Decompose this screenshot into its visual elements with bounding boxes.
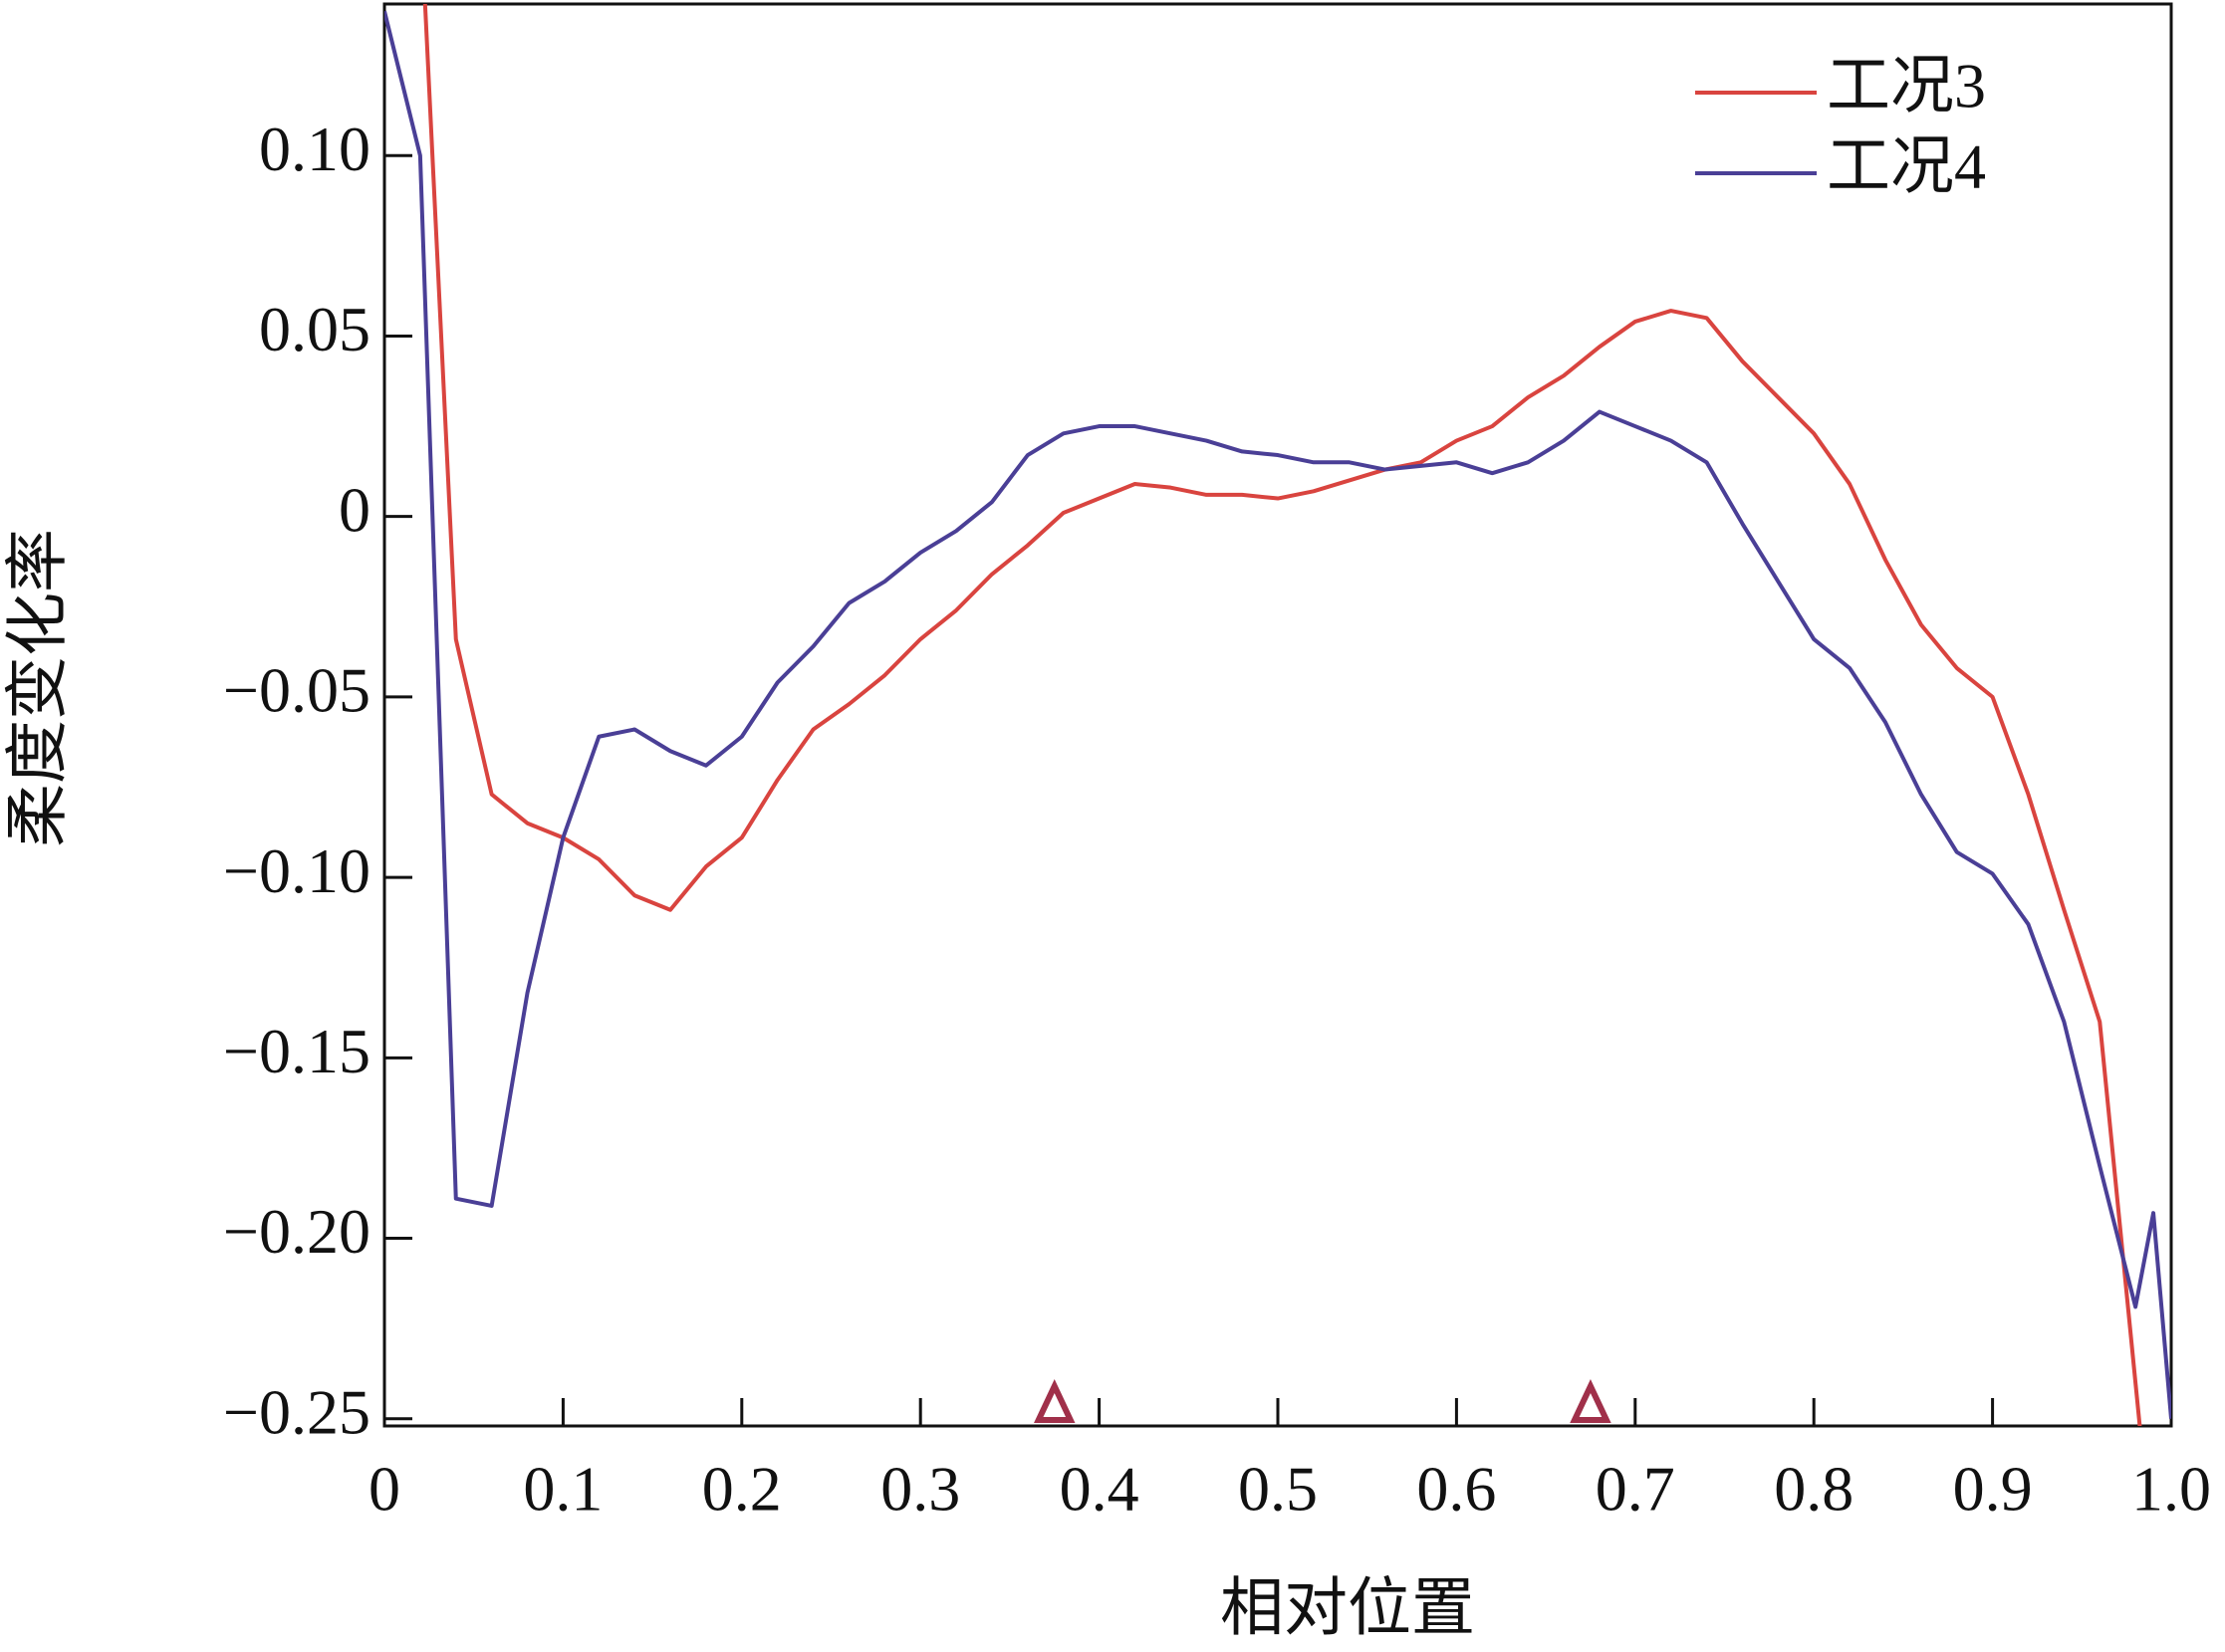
x-tick-label: 0.4 xyxy=(1060,1454,1139,1525)
y-tick-label: −0.05 xyxy=(223,655,371,726)
y-tick-label: 0 xyxy=(339,474,371,545)
x-tick-label: 0.3 xyxy=(880,1454,960,1525)
x-tick-label: 0.5 xyxy=(1238,1454,1318,1525)
y-tick-label: −0.25 xyxy=(223,1376,371,1447)
series-line xyxy=(422,4,2142,1426)
x-tick-label: 0 xyxy=(369,1454,400,1525)
legend-label: 工况3 xyxy=(1827,51,1986,121)
x-tick-label: 0.8 xyxy=(1774,1454,1854,1525)
plot-frame xyxy=(382,2,2173,1428)
x-tick-label: 0.6 xyxy=(1416,1454,1496,1525)
y-axis-label: 柔度变化率 xyxy=(3,529,74,847)
position-marker xyxy=(1034,1378,1076,1423)
y-tick-label: −0.10 xyxy=(223,835,371,906)
x-tick-label: 0.1 xyxy=(523,1454,603,1525)
y-tick-label: 0.05 xyxy=(259,294,371,364)
x-axis-label: 相对位置 xyxy=(1220,1573,1475,1644)
legend-label: 工况4 xyxy=(1827,131,1986,202)
y-tick-label: −0.20 xyxy=(223,1196,371,1267)
y-tick-label: −0.15 xyxy=(223,1016,371,1086)
x-tick-label: 0.7 xyxy=(1596,1454,1675,1525)
x-tick-label: 0.2 xyxy=(702,1454,782,1525)
series-line xyxy=(384,10,2171,1419)
x-tick-label: 0.9 xyxy=(1953,1454,2033,1525)
y-tick-label: 0.10 xyxy=(259,114,371,184)
x-tick-label: 1.0 xyxy=(2131,1454,2211,1525)
position-marker xyxy=(1570,1378,1611,1423)
